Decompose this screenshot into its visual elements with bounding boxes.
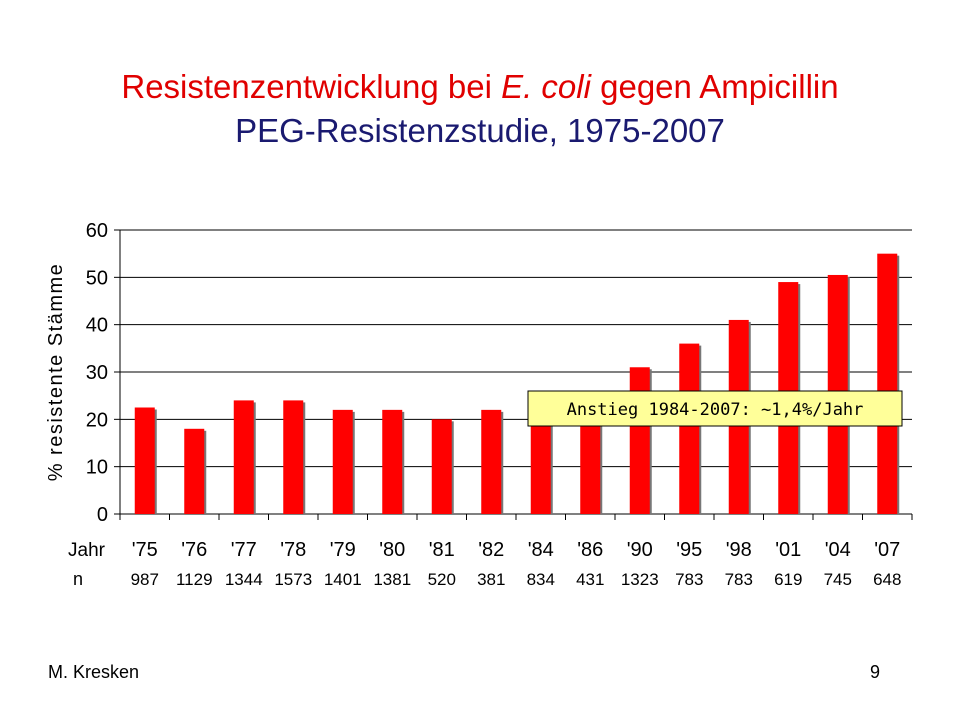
x-tick-label: '84 <box>528 539 554 561</box>
chart-title-part2: gegen Ampicillin <box>590 68 839 105</box>
y-axis-label: % resistente Stämme <box>45 263 67 482</box>
page-number: 9 <box>870 662 881 682</box>
bar <box>382 409 403 514</box>
n-value-label: 520 <box>428 570 456 589</box>
n-value-label: 1344 <box>225 570 263 589</box>
bar <box>332 409 353 514</box>
chart-title-species: E. coli <box>501 68 591 105</box>
annotation-text: Anstieg 1984-2007: ~1,4%/Jahr <box>567 400 864 420</box>
n-value-label: 381 <box>477 570 505 589</box>
x-tick-label: '78 <box>280 539 306 561</box>
bar <box>679 343 700 514</box>
y-tick-label: 0 <box>97 504 108 526</box>
chart-title-part1: Resistenzentwicklung bei <box>121 68 502 105</box>
bar <box>283 400 304 514</box>
y-tick-label: 20 <box>86 409 108 431</box>
x-tick-label: '82 <box>478 539 504 561</box>
x-tick-label: '07 <box>874 539 900 561</box>
bar <box>481 409 502 514</box>
bar <box>629 367 650 514</box>
bar <box>877 253 898 514</box>
n-value-label: 431 <box>576 570 604 589</box>
n-value-label: 783 <box>725 570 753 589</box>
x-tick-label: '79 <box>330 539 356 561</box>
annotation-box <box>527 390 903 427</box>
x-tick-label: '90 <box>627 539 653 561</box>
y-tick-label: 10 <box>86 457 108 479</box>
n-value-label: 1381 <box>373 570 411 589</box>
y-tick-label: 60 <box>86 220 108 242</box>
chart-subtitle: PEG-Resistenzstudie, 1975-2007 <box>235 112 725 149</box>
n-value-label: 1401 <box>324 570 362 589</box>
n-value-label: 834 <box>527 570 555 589</box>
n-value-label: 745 <box>824 570 852 589</box>
n-value-label: 783 <box>675 570 703 589</box>
bar <box>431 419 452 514</box>
n-row-label: n <box>73 569 83 589</box>
n-value-label: 619 <box>774 570 802 589</box>
bar <box>580 407 601 514</box>
x-tick-label: '01 <box>775 539 801 561</box>
bar <box>134 407 155 514</box>
y-tick-label: 50 <box>86 267 108 289</box>
x-tick-label: '75 <box>132 539 158 561</box>
year-row-label: Jahr <box>68 540 106 561</box>
x-tick-label: '86 <box>577 539 603 561</box>
x-tick-label: '76 <box>181 539 207 561</box>
y-tick-label: 40 <box>86 315 108 337</box>
n-value-label: 1323 <box>621 570 659 589</box>
n-value-label: 987 <box>131 570 159 589</box>
x-tick-label: '95 <box>676 539 702 561</box>
n-value-label: 1573 <box>274 570 312 589</box>
bar <box>184 428 205 514</box>
n-value-label: 648 <box>873 570 901 589</box>
x-tick-label: '81 <box>429 539 455 561</box>
x-tick-label: '80 <box>379 539 405 561</box>
x-tick-label: '04 <box>825 539 851 561</box>
bar <box>233 400 254 514</box>
x-tick-label: '98 <box>726 539 752 561</box>
author-label: M. Kresken <box>48 662 140 682</box>
chart-title: Resistenzentwicklung bei E. coli gegen A… <box>0 68 960 106</box>
n-value-label: 1129 <box>176 570 213 589</box>
x-tick-label: '77 <box>231 539 257 561</box>
y-tick-label: 30 <box>86 362 108 384</box>
